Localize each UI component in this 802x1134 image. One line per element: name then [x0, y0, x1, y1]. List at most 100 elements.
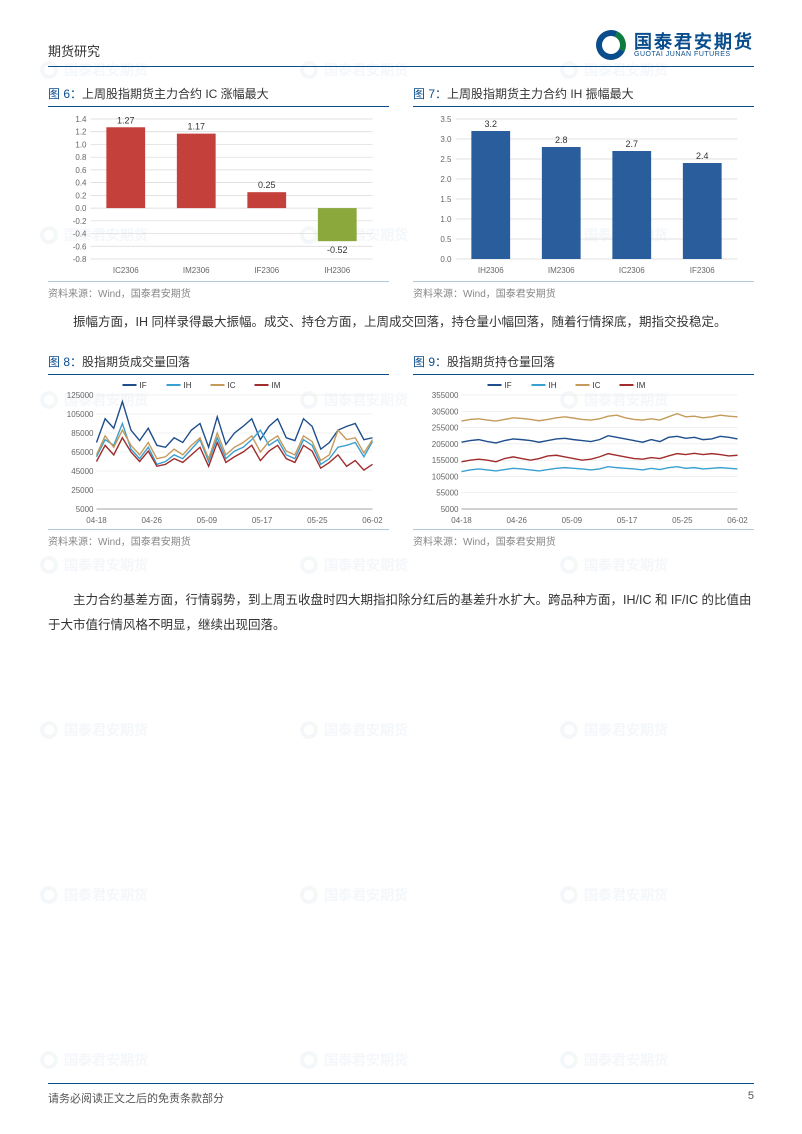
chart6-title: 图 6：上周股指期货主力合约 IC 涨幅最大 — [48, 85, 389, 107]
svg-text:-0.2: -0.2 — [73, 217, 87, 226]
svg-text:45000: 45000 — [71, 467, 94, 476]
svg-text:5000: 5000 — [441, 505, 459, 514]
svg-text:0.0: 0.0 — [75, 204, 87, 213]
svg-text:05-25: 05-25 — [672, 516, 693, 525]
svg-text:2.7: 2.7 — [625, 139, 638, 149]
svg-text:IF2306: IF2306 — [690, 266, 715, 275]
footer-page-number: 5 — [748, 1090, 754, 1106]
chart7-title: 图 7：上周股指期货主力合约 IH 振幅最大 — [413, 85, 754, 107]
svg-text:5000: 5000 — [76, 505, 94, 514]
footer-disclaimer: 请务必阅读正文之后的免责条款部分 — [48, 1090, 224, 1106]
brand-en: GUOTAI JUNAN FUTURES — [634, 51, 754, 58]
svg-text:55000: 55000 — [436, 489, 459, 498]
svg-text:06-02: 06-02 — [362, 516, 383, 525]
svg-text:IH: IH — [184, 381, 192, 390]
svg-text:IC: IC — [593, 381, 601, 390]
svg-text:-0.6: -0.6 — [73, 242, 87, 251]
svg-text:3.0: 3.0 — [440, 135, 452, 144]
svg-text:25000: 25000 — [71, 486, 94, 495]
chart9-area: 5000 55000 105000 155000 205000 255000 305000 3… — [413, 377, 754, 527]
svg-text:85000: 85000 — [71, 429, 94, 438]
svg-text:04-26: 04-26 — [141, 516, 162, 525]
svg-text:155000: 155000 — [432, 456, 459, 465]
chart6-source: 资料来源：Wind，国泰君安期货 — [48, 281, 389, 300]
svg-text:355000: 355000 — [432, 391, 459, 400]
svg-text:IH2306: IH2306 — [478, 266, 504, 275]
svg-text:05-25: 05-25 — [307, 516, 328, 525]
svg-text:1.17: 1.17 — [187, 122, 205, 132]
svg-text:3.2: 3.2 — [484, 119, 497, 129]
svg-text:1.0: 1.0 — [440, 215, 452, 224]
chart7-area: 0.0 0.5 1.0 1.5 2.0 2.5 3.0 3.5 3.2 IH2306 2.8 IM23… — [413, 109, 754, 279]
svg-text:0.6: 0.6 — [75, 166, 87, 175]
svg-text:IC2306: IC2306 — [619, 266, 645, 275]
chart9-source: 资料来源：Wind，国泰君安期货 — [413, 529, 754, 548]
svg-text:IM2306: IM2306 — [548, 266, 575, 275]
brand-text: 国泰君安期货 GUOTAI JUNAN FUTURES — [634, 33, 754, 58]
svg-text:IH2306: IH2306 — [324, 266, 350, 275]
svg-text:0.4: 0.4 — [75, 179, 87, 188]
svg-text:1.0: 1.0 — [75, 140, 87, 149]
svg-text:0.2: 0.2 — [75, 191, 87, 200]
chart6-box: 图 6：上周股指期货主力合约 IC 涨幅最大 -0.8 -0.6 -0.4 -0.2 0… — [48, 85, 389, 300]
svg-text:IC2306: IC2306 — [113, 266, 139, 275]
section-label: 期货研究 — [48, 41, 100, 60]
svg-text:IM: IM — [272, 381, 281, 390]
svg-text:IM2306: IM2306 — [183, 266, 210, 275]
svg-text:05-09: 05-09 — [197, 516, 218, 525]
svg-text:04-18: 04-18 — [451, 516, 472, 525]
svg-text:1.2: 1.2 — [75, 128, 87, 137]
svg-text:IF: IF — [505, 381, 512, 390]
chart6-area: -0.8 -0.6 -0.4 -0.2 0.0 0.2 0.4 0.6 0.8 1.0 1.2 1.4… — [48, 109, 389, 279]
svg-text:255000: 255000 — [432, 424, 459, 433]
svg-text:05-17: 05-17 — [617, 516, 638, 525]
chart-row-1: 图 6：上周股指期货主力合约 IC 涨幅最大 -0.8 -0.6 -0.4 -0.2 0… — [48, 85, 754, 300]
svg-text:2.5: 2.5 — [440, 155, 452, 164]
svg-text:05-17: 05-17 — [252, 516, 273, 525]
svg-text:04-26: 04-26 — [506, 516, 527, 525]
svg-text:125000: 125000 — [67, 391, 94, 400]
svg-text:65000: 65000 — [71, 448, 94, 457]
svg-text:IF: IF — [140, 381, 147, 390]
svg-text:IF2306: IF2306 — [254, 266, 279, 275]
svg-text:-0.52: -0.52 — [327, 245, 348, 255]
svg-text:0.8: 0.8 — [75, 153, 87, 162]
page-header: 期货研究 国泰君安期货 GUOTAI JUNAN FUTURES — [48, 30, 754, 67]
svg-text:1.27: 1.27 — [117, 115, 135, 125]
chart7-box: 图 7：上周股指期货主力合约 IH 振幅最大 0.0 0.5 1.0 1.5 2.0 2.… — [413, 85, 754, 300]
svg-text:2.8: 2.8 — [555, 135, 568, 145]
svg-text:0.0: 0.0 — [440, 255, 452, 264]
svg-text:-0.4: -0.4 — [73, 230, 87, 239]
svg-text:105000: 105000 — [432, 472, 459, 481]
chart9-box: 图 9：股指期货持仓量回落 5000 55000 105000 155000 20500… — [413, 353, 754, 548]
svg-text:IH: IH — [549, 381, 557, 390]
svg-text:2.0: 2.0 — [440, 175, 452, 184]
page-footer: 请务必阅读正文之后的免责条款部分 5 — [48, 1083, 754, 1106]
brand-cn: 国泰君安期货 — [634, 33, 754, 51]
svg-text:305000: 305000 — [432, 407, 459, 416]
svg-text:2.4: 2.4 — [696, 151, 709, 161]
svg-text:0.25: 0.25 — [258, 180, 276, 190]
svg-text:06-02: 06-02 — [727, 516, 748, 525]
chart8-title: 图 8：股指期货成交量回落 — [48, 353, 389, 375]
page-content: 期货研究 国泰君安期货 GUOTAI JUNAN FUTURES 图 6：上周股… — [0, 0, 802, 1134]
paragraph-2: 主力合约基差方面，行情弱势，到上周五收盘时四大期指扣除分红后的基差升水扩大。跨品… — [48, 588, 754, 638]
svg-text:105000: 105000 — [67, 410, 94, 419]
svg-text:-0.8: -0.8 — [73, 255, 87, 264]
paragraph-1: 振幅方面，IH 同样录得最大振幅。成交、持仓方面，上周成交回落，持仓量小幅回落，… — [48, 310, 754, 335]
chart8-box: 图 8：股指期货成交量回落 5000 25000 45000 65000 85000 10… — [48, 353, 389, 548]
svg-text:IC: IC — [228, 381, 236, 390]
chart8-area: 5000 25000 45000 65000 85000 105000 125000 IF IH… — [48, 377, 389, 527]
chart7-source: 资料来源：Wind，国泰君安期货 — [413, 281, 754, 300]
brand-logo-icon — [592, 26, 630, 64]
svg-text:3.5: 3.5 — [440, 115, 452, 124]
svg-text:05-09: 05-09 — [562, 516, 583, 525]
svg-text:1.4: 1.4 — [75, 115, 87, 124]
svg-text:04-18: 04-18 — [86, 516, 107, 525]
chart9-title: 图 9：股指期货持仓量回落 — [413, 353, 754, 375]
brand-block: 国泰君安期货 GUOTAI JUNAN FUTURES — [596, 30, 754, 60]
svg-text:1.5: 1.5 — [440, 195, 452, 204]
svg-text:0.5: 0.5 — [440, 235, 452, 244]
chart8-source: 资料来源：Wind，国泰君安期货 — [48, 529, 389, 548]
svg-text:205000: 205000 — [432, 440, 459, 449]
